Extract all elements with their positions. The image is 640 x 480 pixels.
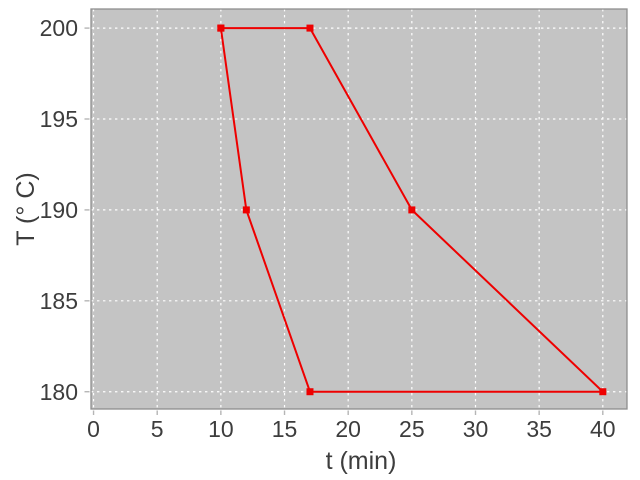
x-tick-label: 40 (590, 416, 616, 442)
y-tick-label: 200 (39, 15, 78, 42)
data-point-marker (306, 24, 314, 32)
x-tick-label: 0 (87, 416, 100, 442)
y-tick-label: 195 (39, 106, 78, 132)
x-tick-label: 15 (271, 416, 298, 442)
data-point-marker (217, 24, 225, 32)
plot-background (91, 9, 627, 409)
x-tick-label: 30 (462, 416, 489, 442)
x-tick-label: 35 (526, 416, 552, 442)
x-tick-label: 25 (399, 416, 425, 442)
y-tick-label: 180 (39, 378, 78, 405)
plot-border (90, 8, 628, 410)
data-point-marker (242, 206, 250, 214)
x-axis-label: t (min) (325, 447, 397, 475)
data-point-marker (408, 206, 416, 214)
y-tick-label: 190 (39, 196, 78, 223)
x-tick-label: 10 (208, 416, 234, 442)
y-tick-label: 185 (39, 287, 78, 314)
x-tick-label: 20 (335, 416, 361, 442)
data-point-marker (599, 388, 607, 396)
x-tick-label: 5 (150, 416, 164, 442)
data-point-marker (306, 388, 314, 396)
